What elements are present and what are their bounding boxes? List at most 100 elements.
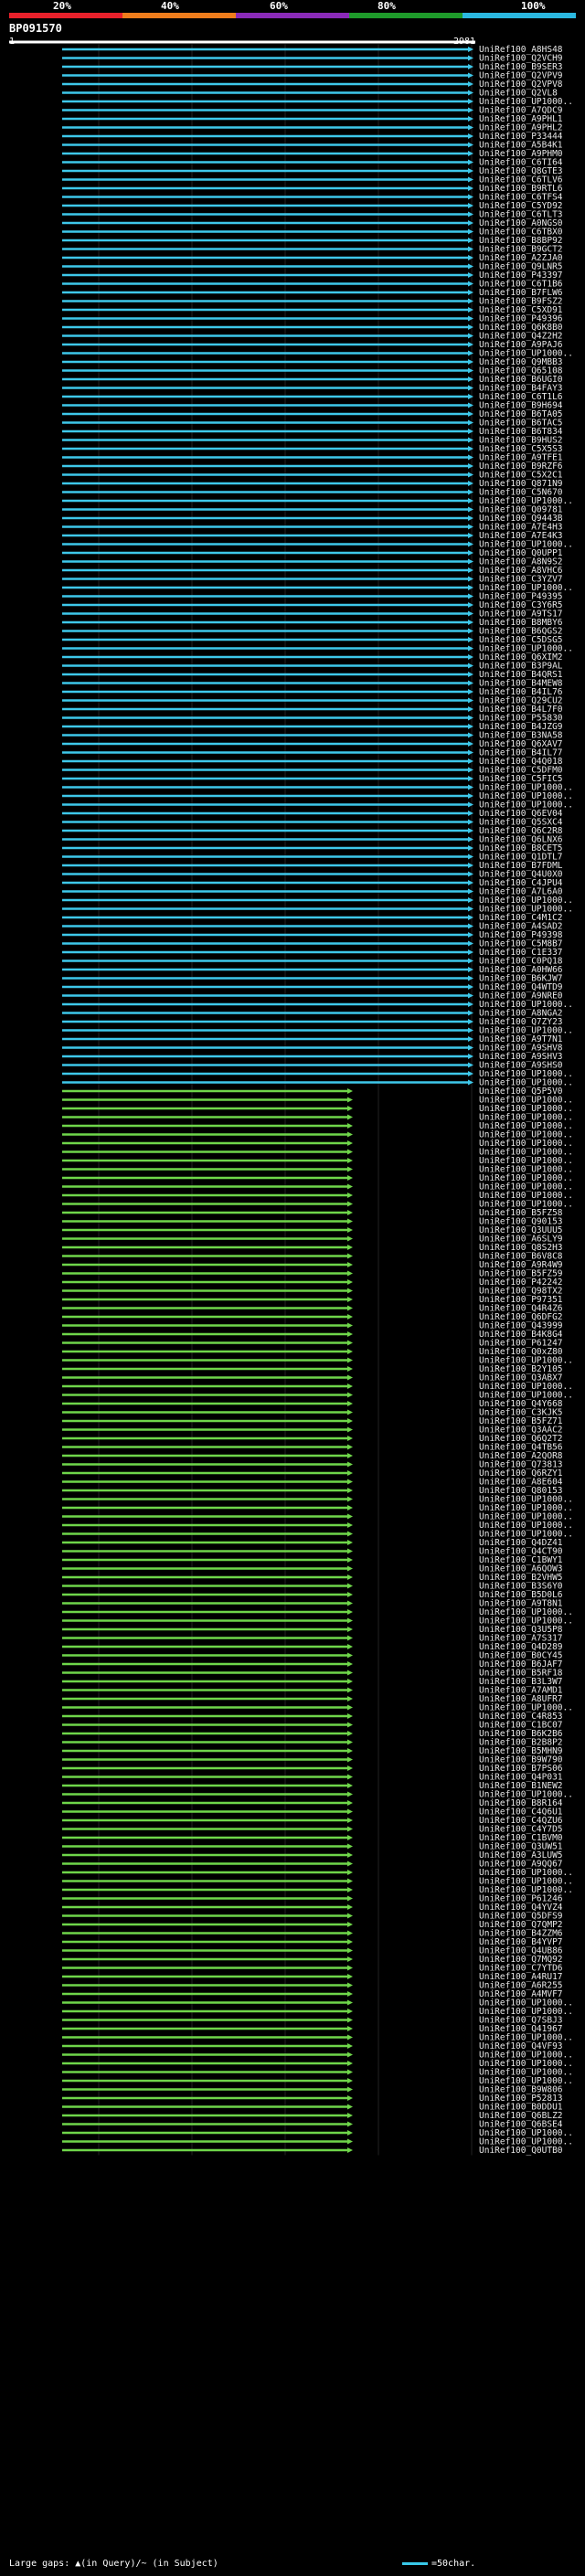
hit-label[interactable]: UniRef100_UP1000.. — [479, 540, 573, 550]
hit-label[interactable]: UniRef100_C4Q6U1 — [479, 1807, 563, 1818]
hit-label[interactable]: UniRef100_P42242 — [479, 1277, 563, 1288]
hit-label[interactable]: UniRef100_Q4Z2H2 — [479, 332, 563, 342]
hit-label[interactable]: UniRef100_A8N9S2 — [479, 557, 563, 567]
hit-label[interactable]: UniRef100_C4R853 — [479, 1712, 563, 1722]
hit-label[interactable]: UniRef100_Q9443B — [479, 514, 563, 524]
hit-label[interactable]: UniRef100_B4FAY3 — [479, 384, 563, 394]
hit-label[interactable]: UniRef100_B4L7F0 — [479, 705, 563, 715]
hit-label[interactable]: UniRef100_UP1000.. — [479, 791, 573, 801]
hit-label[interactable]: UniRef100_UP1000.. — [479, 1503, 573, 1513]
hit-label[interactable]: UniRef100_UP1000.. — [479, 1113, 573, 1123]
hit-label[interactable]: UniRef100_Q6XAV7 — [479, 739, 563, 749]
hit-label[interactable]: UniRef100_B6JAF7 — [479, 1659, 563, 1670]
hit-label[interactable]: UniRef100_Q4TB56 — [479, 1443, 563, 1453]
hit-label[interactable]: UniRef100_B5FZ58 — [479, 1208, 563, 1218]
hit-label[interactable]: UniRef100_Q80153 — [479, 1486, 563, 1496]
hit-label[interactable]: UniRef100_Q3ABX7 — [479, 1373, 563, 1383]
hit-label[interactable]: UniRef100_B6TA05 — [479, 409, 563, 419]
hit-label[interactable]: UniRef100_A3LUW5 — [479, 1850, 563, 1860]
hit-label[interactable]: UniRef100_B9W790 — [479, 1755, 563, 1765]
hit-label[interactable]: UniRef100_C6TBX0 — [479, 228, 563, 238]
hit-label[interactable]: UniRef100_Q7QMP2 — [479, 1920, 563, 1930]
hit-label[interactable]: UniRef100_C4JPU4 — [479, 878, 563, 888]
hit-label[interactable]: UniRef100_UP1000.. — [479, 1885, 573, 1895]
hit-label[interactable]: UniRef100_A4RU17 — [479, 1972, 563, 1982]
hit-label[interactable]: UniRef100_UP1000.. — [479, 2033, 573, 2043]
hit-label[interactable]: UniRef100_B1NEW2 — [479, 1781, 563, 1791]
hit-label[interactable]: UniRef100_A8UFR7 — [479, 1694, 563, 1704]
hit-label[interactable]: UniRef100_A9T7N1 — [479, 1034, 563, 1044]
hit-label[interactable]: UniRef100_C3KJK5 — [479, 1408, 563, 1418]
hit-label[interactable]: UniRef100_B9HUS2 — [479, 436, 563, 446]
hit-label[interactable]: UniRef100_B6QGS2 — [479, 627, 563, 637]
hit-label[interactable]: UniRef100_A4SAD2 — [479, 922, 563, 932]
hit-label[interactable]: UniRef100_Q6RZY1 — [479, 1468, 563, 1479]
hit-label[interactable]: UniRef100_Q9LNR5 — [479, 262, 563, 272]
hit-label[interactable]: UniRef100_B5MHN9 — [479, 1746, 563, 1756]
hit-label[interactable]: UniRef100_UP1000.. — [479, 97, 573, 107]
hit-label[interactable]: UniRef100_B8R164 — [479, 1798, 563, 1808]
hit-label[interactable]: UniRef100_C3Y6R5 — [479, 600, 563, 610]
hit-label[interactable]: UniRef100_B3L3W7 — [479, 1677, 563, 1687]
hit-label[interactable]: UniRef100_UP1000.. — [479, 1165, 573, 1175]
hit-label[interactable]: UniRef100_C0PQ18 — [479, 957, 563, 967]
hit-label[interactable]: UniRef100_Q2VL8 — [479, 89, 558, 99]
hit-label[interactable]: UniRef100_C6T1B6 — [479, 280, 563, 290]
hit-label[interactable]: UniRef100_C6TFS4 — [479, 193, 563, 203]
hit-label[interactable]: UniRef100_Q3UW51 — [479, 1842, 563, 1852]
hit-label[interactable]: UniRef100_Q0xZ80 — [479, 1347, 563, 1357]
hit-label[interactable]: UniRef100_C6TLT3 — [479, 210, 563, 220]
hit-label[interactable]: UniRef100_P49396 — [479, 314, 563, 324]
hit-label[interactable]: UniRef100_C4M1C2 — [479, 913, 563, 923]
hit-label[interactable]: UniRef100_UP1000.. — [479, 1069, 573, 1079]
hit-label[interactable]: UniRef100_B7FDML — [479, 861, 563, 871]
hit-label[interactable]: UniRef100_B7FLW6 — [479, 288, 563, 298]
hit-label[interactable]: UniRef100_A9SHS0 — [479, 1061, 563, 1071]
hit-label[interactable]: UniRef100_UP1000.. — [479, 2128, 573, 2138]
hit-label[interactable]: UniRef100_UP1000.. — [479, 1173, 573, 1183]
hit-label[interactable]: UniRef100_Q4U0X0 — [479, 870, 563, 880]
hit-label[interactable]: UniRef100_C5DFM0 — [479, 766, 563, 776]
hit-label[interactable]: UniRef100_UP1000.. — [479, 783, 573, 793]
hit-label[interactable]: UniRef100_UP1000.. — [479, 1026, 573, 1036]
hit-label[interactable]: UniRef100_A7E4H3 — [479, 523, 563, 533]
hit-label[interactable]: UniRef100_UP1000.. — [479, 1200, 573, 1210]
hit-label[interactable]: UniRef100_B9SER3 — [479, 62, 563, 72]
hit-label[interactable]: UniRef100_C4QZU6 — [479, 1816, 563, 1826]
hit-label[interactable]: UniRef100_UP1000.. — [479, 1191, 573, 1201]
hit-label[interactable]: UniRef100_A0HW66 — [479, 965, 563, 975]
hit-label[interactable]: UniRef100_UP1000.. — [479, 349, 573, 359]
hit-label[interactable]: UniRef100_UP1000.. — [479, 583, 573, 593]
hit-label[interactable]: UniRef100_B9W806 — [479, 2085, 563, 2095]
hit-label[interactable]: UniRef100_Q4CT90 — [479, 1547, 563, 1557]
hit-label[interactable]: UniRef100_B5FZ71 — [479, 1416, 563, 1426]
hit-label[interactable]: UniRef100_A7S317 — [479, 1634, 563, 1644]
hit-label[interactable]: UniRef100_UP1000.. — [479, 1790, 573, 1800]
hit-label[interactable]: UniRef100_P61246 — [479, 1894, 563, 1904]
hit-label[interactable]: UniRef100_Q7ZY23 — [479, 1017, 563, 1027]
hit-label[interactable]: UniRef100_B3P9AL — [479, 662, 563, 672]
hit-label[interactable]: UniRef100_A4MVF7 — [479, 1989, 563, 1999]
hit-label[interactable]: UniRef100_UP1000.. — [479, 1356, 573, 1366]
hit-label[interactable]: UniRef100_C5XD91 — [479, 305, 563, 315]
hit-label[interactable]: UniRef100_UP1000.. — [479, 2068, 573, 2078]
hit-label[interactable]: UniRef100_Q1DTL7 — [479, 853, 563, 863]
hit-label[interactable]: UniRef100_B9RZF6 — [479, 461, 563, 472]
hit-label[interactable]: UniRef100_UP1000.. — [479, 644, 573, 654]
hit-label[interactable]: UniRef100_B6K2B6 — [479, 1729, 563, 1739]
hit-label[interactable]: UniRef100_C1E337 — [479, 948, 563, 958]
hit-label[interactable]: UniRef100_UP1000.. — [479, 2076, 573, 2086]
hit-label[interactable]: UniRef100_P61247 — [479, 1339, 563, 1349]
hit-label[interactable]: UniRef100_A7QDC9 — [479, 106, 563, 116]
hit-label[interactable]: UniRef100_Q2VCH9 — [479, 54, 563, 64]
hit-label[interactable]: UniRef100_Q6DFG2 — [479, 1312, 563, 1322]
hit-label[interactable]: UniRef100_P49398 — [479, 930, 563, 940]
hit-label[interactable]: UniRef100_UP1000.. — [479, 1121, 573, 1131]
hit-label[interactable]: UniRef100_C6TLV6 — [479, 175, 563, 186]
hit-label[interactable]: UniRef100_Q3UUU5 — [479, 1225, 563, 1235]
hit-label[interactable]: UniRef100_B6KJW7 — [479, 974, 563, 984]
hit-label[interactable]: UniRef100_Q09781 — [479, 505, 563, 515]
hit-label[interactable]: UniRef100_A7E4K3 — [479, 531, 563, 541]
hit-label[interactable]: UniRef100_Q6BSE4 — [479, 2120, 563, 2130]
hit-label[interactable]: UniRef100_B2Y105 — [479, 1364, 563, 1374]
